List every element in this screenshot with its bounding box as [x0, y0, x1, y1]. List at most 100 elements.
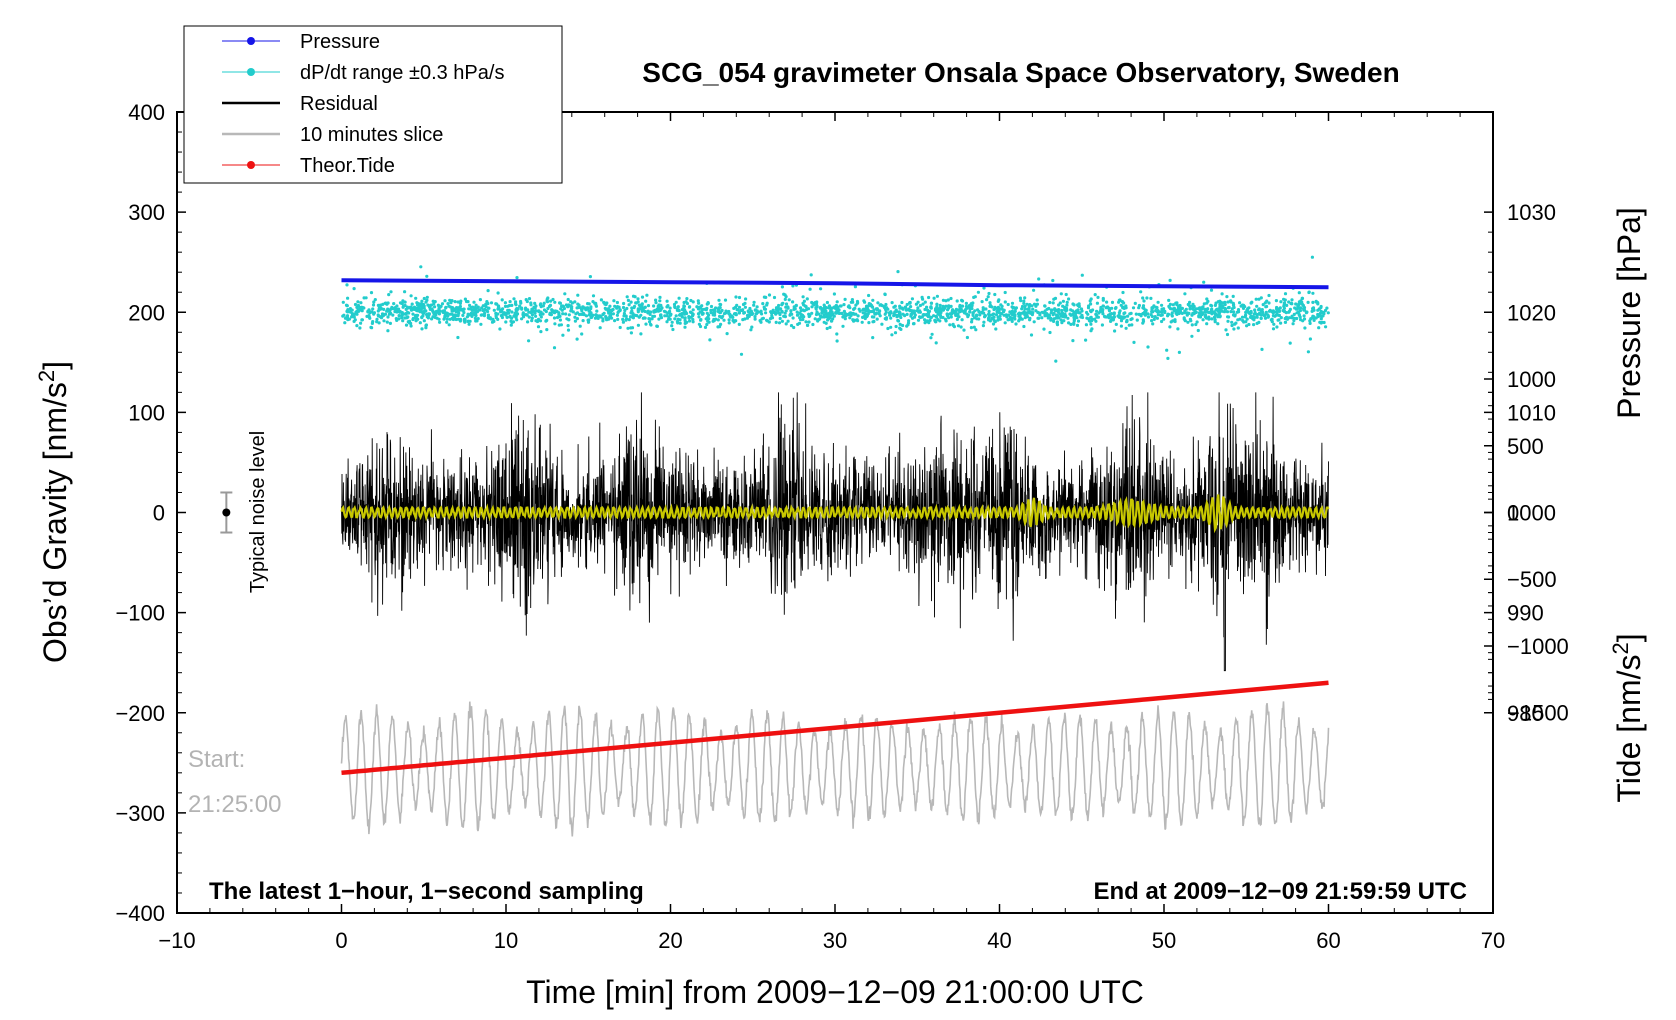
dpdt-point: [828, 305, 832, 309]
dpdt-point: [912, 322, 916, 326]
dpdt-point: [853, 306, 857, 310]
dpdt-point: [835, 300, 839, 304]
dpdt-point: [683, 316, 687, 320]
dpdt-point: [461, 313, 465, 317]
dpdt-point: [1265, 299, 1269, 303]
dpdt-point: [1064, 292, 1068, 297]
dpdt-point: [447, 323, 451, 327]
dpdt-point: [455, 307, 459, 311]
dpdt-point: [676, 305, 680, 309]
dpdt-point: [1095, 301, 1099, 305]
dpdt-point: [520, 317, 524, 321]
dpdt-point: [629, 326, 633, 330]
dpdt-point: [665, 299, 669, 303]
dpdt-point: [558, 318, 563, 322]
dpdt-point: [527, 339, 531, 343]
dpdt-point: [518, 304, 522, 308]
dpdt-point: [484, 305, 488, 309]
dpdt-point: [896, 270, 900, 274]
pressure-tick-label: 1030: [1507, 200, 1556, 225]
dpdt-point: [709, 308, 713, 312]
dpdt-point: [1277, 309, 1281, 313]
dpdt-point: [1170, 311, 1174, 315]
dpdt-point: [1171, 303, 1175, 307]
legend-swatch-dot: [247, 37, 255, 45]
dpdt-point: [1035, 298, 1039, 302]
dpdt-point: [1037, 277, 1041, 281]
dpdt-point: [1201, 318, 1205, 322]
dpdt-point: [1054, 316, 1058, 320]
dpdt-point: [471, 312, 475, 316]
dpdt-point: [1292, 318, 1296, 323]
dpdt-point: [872, 310, 876, 314]
dpdt-point: [636, 297, 640, 301]
dpdt-point: [643, 309, 647, 314]
dpdt-point: [1254, 297, 1258, 301]
dpdt-point: [683, 325, 687, 329]
dpdt-point: [1119, 319, 1124, 323]
dpdt-point: [526, 320, 530, 324]
dpdt-point: [506, 308, 510, 312]
dpdt-point: [1314, 299, 1318, 303]
dpdt-point: [578, 324, 582, 328]
dpdt-point: [729, 315, 733, 319]
dpdt-point: [1210, 317, 1214, 321]
tide-tick-label: 1000: [1507, 367, 1556, 392]
dpdt-point: [541, 312, 545, 316]
dpdt-point: [541, 304, 546, 308]
dpdt-point: [569, 304, 573, 308]
dpdt-point: [401, 299, 405, 303]
dpdt-point: [401, 305, 405, 309]
dpdt-point: [941, 315, 945, 320]
dpdt-point: [933, 318, 937, 322]
dpdt-point: [350, 315, 354, 319]
dpdt-point: [918, 309, 922, 313]
dpdt-point: [1229, 300, 1233, 304]
dpdt-point: [770, 314, 774, 318]
dpdt-point: [1258, 311, 1262, 315]
dpdt-point: [687, 305, 692, 309]
dpdt-point: [553, 322, 557, 326]
dpdt-point: [552, 316, 557, 320]
dpdt-point: [1001, 310, 1006, 314]
dpdt-point: [954, 307, 959, 311]
dpdt-point: [1177, 350, 1181, 354]
dpdt-point: [1283, 292, 1288, 296]
dpdt-point: [1166, 356, 1170, 360]
dpdt-point: [456, 317, 460, 321]
dpdt-point: [920, 295, 924, 299]
dpdt-point: [649, 310, 653, 314]
dpdt-point: [439, 304, 443, 308]
dpdt-point: [1043, 304, 1047, 308]
dpdt-point: [407, 311, 411, 315]
dpdt-point: [388, 321, 392, 325]
dpdt-point: [555, 309, 559, 313]
legend: Pressure dP/dt range ±0.3 hPa/s Residual 10…: [183, 25, 563, 184]
dpdt-point: [908, 300, 912, 305]
dpdt-point: [876, 301, 880, 305]
dpdt-point: [889, 316, 893, 320]
dpdt-point: [752, 300, 756, 304]
dpdt-point: [1275, 325, 1279, 329]
dpdt-point: [1072, 315, 1076, 320]
dpdt-point: [960, 304, 965, 308]
dpdt-point: [959, 325, 963, 329]
dpdt-point: [905, 302, 909, 307]
dpdt-point: [683, 308, 687, 312]
dpdt-point: [810, 300, 814, 305]
dpdt-point: [746, 309, 750, 313]
dpdt-point: [820, 315, 824, 319]
dpdt-point: [670, 320, 674, 324]
dpdt-point: [780, 309, 784, 313]
dpdt-point: [1028, 318, 1032, 322]
dpdt-point: [805, 297, 809, 301]
dpdt-point: [1233, 314, 1237, 318]
dpdt-point: [408, 305, 412, 309]
dpdt-point: [480, 306, 484, 310]
dpdt-point: [504, 320, 508, 324]
dpdt-point: [976, 290, 981, 294]
dpdt-point: [1053, 307, 1057, 311]
legend-label: Residual: [300, 93, 378, 115]
dpdt-point: [1054, 359, 1058, 363]
dpdt-point: [486, 289, 490, 293]
